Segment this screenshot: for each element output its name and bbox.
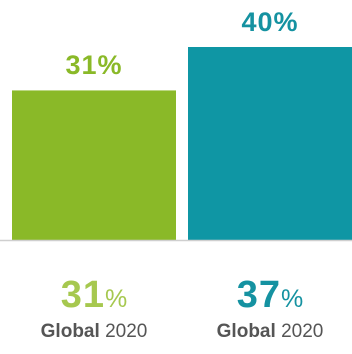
benchmark-caption-bold-2: Global	[216, 321, 276, 342]
benchmark-number-1: 31	[60, 274, 106, 316]
benchmark-caption-bold-1: Global	[40, 321, 100, 342]
bar-2	[188, 47, 352, 240]
bar-data-label-1: 31%	[65, 50, 123, 81]
benchmark-caption-year-1: 2020	[105, 321, 148, 342]
benchmark-unit-1: %	[105, 285, 128, 313]
bar-1	[12, 90, 176, 240]
bar-data-label-2: 40%	[241, 7, 299, 37]
benchmark-number-2: 37	[236, 274, 282, 316]
benchmark-caption-2: Global 2020	[188, 322, 352, 341]
benchmark-value-1: 31%	[12, 276, 176, 314]
benchmark-value-2: 37%	[188, 276, 352, 314]
benchmark-caption-1: Global 2020	[12, 322, 176, 341]
benchmark-unit-2: %	[281, 285, 304, 313]
benchmark-caption-year-2: 2020	[281, 321, 324, 342]
